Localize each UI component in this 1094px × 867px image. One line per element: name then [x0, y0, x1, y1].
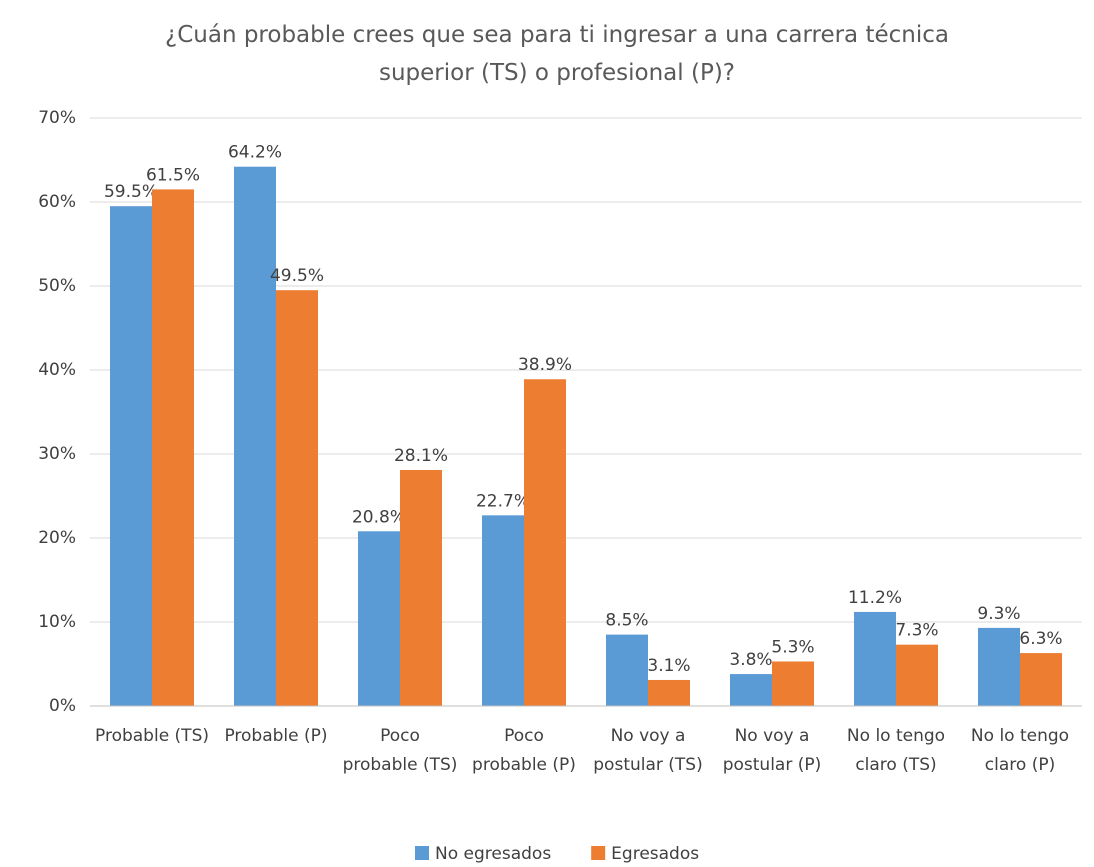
- bar: [772, 661, 814, 706]
- y-tick-label: 70%: [38, 108, 76, 128]
- data-label: 11.2%: [848, 588, 902, 608]
- data-label: 3.8%: [729, 650, 772, 670]
- legend-label: Egresados: [611, 844, 699, 864]
- data-label: 38.9%: [518, 355, 572, 375]
- data-label: 3.1%: [647, 656, 690, 676]
- legend-label: No egresados: [435, 844, 551, 864]
- bar: [234, 166, 276, 707]
- data-label: 6.3%: [1019, 629, 1062, 649]
- data-label: 59.5%: [104, 182, 158, 202]
- x-tick-label: Poco probable (P): [472, 726, 576, 775]
- bar: [482, 515, 524, 706]
- y-tick-label: 50%: [38, 276, 76, 296]
- data-label: 61.5%: [146, 165, 200, 185]
- data-label: 22.7%: [476, 491, 530, 511]
- bar: [730, 674, 772, 706]
- legend-swatch: [415, 846, 429, 860]
- data-label: 49.5%: [270, 266, 324, 286]
- y-tick-label: 20%: [38, 528, 76, 548]
- bar: [854, 611, 896, 706]
- data-label: 64.2%: [228, 143, 282, 163]
- data-label: 9.3%: [977, 604, 1020, 624]
- x-tick-label: Probable (TS): [95, 726, 209, 746]
- bar: [358, 531, 400, 706]
- bar: [1020, 653, 1062, 706]
- bar: [110, 206, 152, 706]
- bar: [606, 634, 648, 706]
- data-label: 7.3%: [895, 621, 938, 641]
- y-tick-label: 10%: [38, 612, 76, 632]
- bar: [896, 644, 938, 706]
- data-label: 28.1%: [394, 446, 448, 466]
- bar: [152, 189, 194, 706]
- x-tick-label: Probable (P): [224, 726, 328, 746]
- x-tick-label: No voy a postular (P): [722, 726, 822, 775]
- y-tick-label: 0%: [49, 696, 76, 716]
- data-label: 8.5%: [605, 611, 648, 631]
- chart-title: ¿Cuán probable crees que sea para ti ing…: [165, 22, 949, 86]
- y-tick-label: 60%: [38, 192, 76, 212]
- bar: [648, 679, 690, 706]
- bar: [400, 469, 442, 706]
- data-label: 20.8%: [352, 507, 406, 527]
- x-tick-label: No lo tengo claro (TS): [846, 726, 946, 775]
- x-tick-label: Poco probable (TS): [342, 726, 458, 775]
- legend-swatch: [591, 846, 606, 860]
- bar: [524, 379, 566, 706]
- bar: [978, 627, 1020, 706]
- x-tick-label: No lo tengo claro (P): [970, 726, 1070, 775]
- x-tick-label: No voy a postular (TS): [593, 726, 703, 775]
- data-label: 5.3%: [771, 637, 814, 657]
- y-tick-label: 30%: [38, 444, 76, 464]
- bar: [276, 290, 318, 706]
- y-tick-label: 40%: [38, 360, 76, 380]
